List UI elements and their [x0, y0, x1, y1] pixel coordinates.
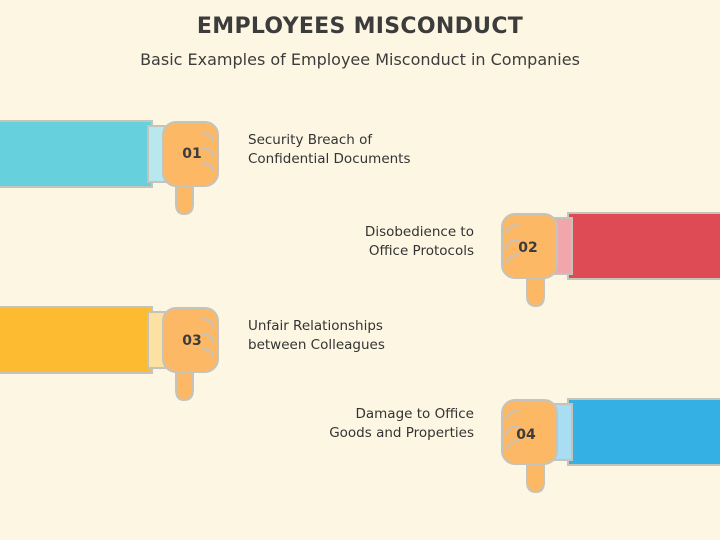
item-label-01-line-2: Confidential Documents — [248, 151, 411, 167]
thumbs-down-arm-02: 02 — [501, 212, 720, 308]
thumbs-down-icon — [162, 307, 219, 402]
item-number-04: 04 — [516, 427, 536, 443]
thumbs-down-icon — [501, 213, 558, 308]
sleeve-01 — [0, 120, 153, 188]
item-label-04: Damage to Office Goods and Properties — [329, 405, 474, 443]
sleeve-04 — [567, 398, 720, 466]
item-number-03: 03 — [182, 333, 201, 349]
thumbs-down-arm-04: 04 — [501, 398, 720, 494]
thumbs-down-icon — [162, 121, 219, 216]
item-label-01-line-1: Security Breach of — [248, 132, 373, 148]
thumbs-down-arm-01: 01 — [0, 120, 219, 216]
item-label-02-line-2: Office Protocols — [368, 243, 474, 259]
page-title: EMPLOYEES MISCONDUCT — [196, 14, 524, 39]
item-number-01: 01 — [182, 146, 201, 162]
page-subtitle: Basic Examples of Employee Misconduct in… — [140, 50, 580, 69]
item-label-04-line-1: Damage to Office — [355, 406, 474, 422]
sleeve-02 — [567, 212, 720, 280]
item-number-02: 02 — [518, 240, 537, 256]
item-label-02: Disobedience to Office Protocols — [365, 223, 474, 261]
item-label-01: Security Breach of Confidential Document… — [248, 131, 411, 169]
thumbs-down-icon — [501, 399, 558, 494]
item-label-03-line-1: Unfair Relationships — [248, 318, 383, 334]
item-label-02-line-1: Disobedience to — [364, 224, 474, 240]
item-label-03: Unfair Relationships between Colleagues — [248, 317, 385, 355]
sleeve-03 — [0, 306, 153, 374]
item-label-03-line-2: between Colleagues — [248, 337, 385, 353]
item-label-04-line-2: Goods and Properties — [329, 425, 474, 441]
thumbs-down-arm-03: 03 — [0, 306, 219, 402]
